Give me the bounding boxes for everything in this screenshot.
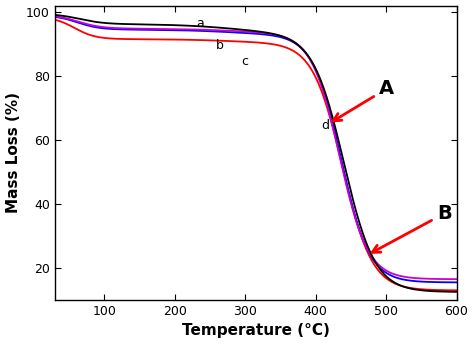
X-axis label: Temperature (°C): Temperature (°C): [182, 323, 329, 338]
Text: a: a: [196, 17, 203, 30]
Text: B: B: [372, 204, 452, 252]
Text: c: c: [242, 55, 248, 68]
Y-axis label: Mass Loss (%): Mass Loss (%): [6, 92, 20, 213]
Text: d: d: [321, 119, 329, 132]
Text: A: A: [333, 79, 394, 121]
Text: b: b: [216, 39, 223, 52]
